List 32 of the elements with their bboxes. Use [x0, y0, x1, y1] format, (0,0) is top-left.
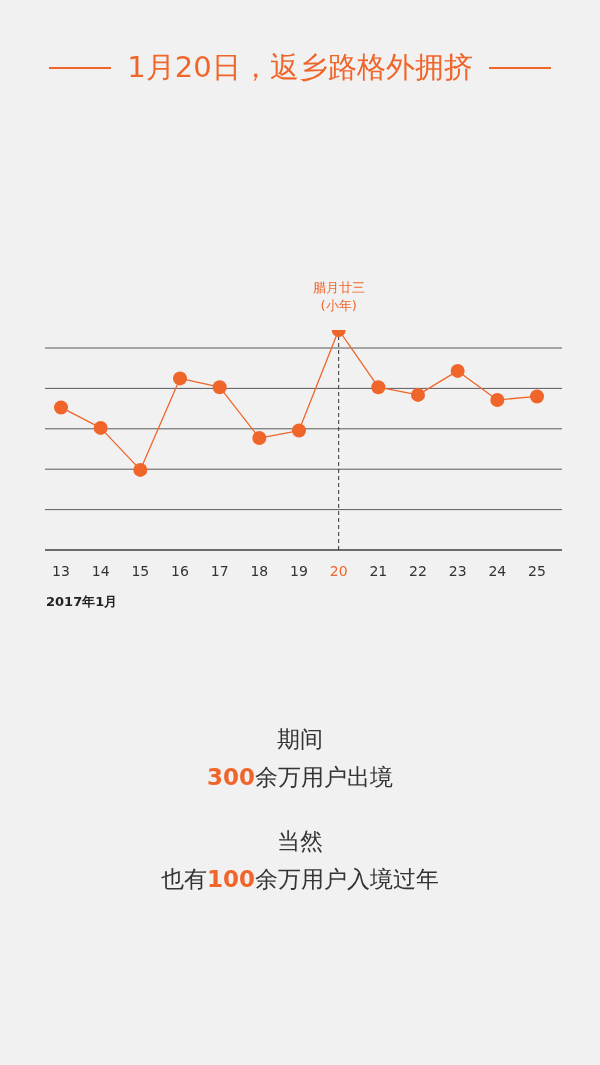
x-tick-label: 20	[329, 563, 348, 579]
point	[530, 389, 544, 404]
ref-line-label: 腊月廿三 (小年)	[312, 280, 365, 313]
text: 300余万用户出境	[206, 764, 393, 790]
x-tick-label: 19	[290, 563, 308, 579]
x-axis-title: 2017年1月	[46, 593, 118, 611]
point	[411, 387, 425, 402]
point	[93, 420, 108, 435]
text: 当然	[277, 828, 323, 854]
point	[490, 392, 505, 407]
x-tick-label: 22	[409, 563, 427, 579]
point	[133, 462, 148, 477]
x-tick-label: 16	[171, 563, 189, 579]
x-tick-label: 24	[488, 563, 507, 579]
point	[292, 423, 306, 438]
point	[252, 431, 267, 446]
point	[450, 363, 465, 378]
x-tick-label: 23	[448, 563, 467, 579]
chart-title: 1月20日，返乡路格外拥挤	[127, 49, 473, 86]
x-tick-label: 25	[528, 563, 546, 579]
point	[173, 371, 187, 386]
text: 也有100余万用户入境过年	[160, 866, 439, 892]
text: 期间	[277, 726, 323, 752]
x-tick-label: 18	[250, 563, 269, 579]
x-tick-label: 17	[210, 563, 229, 579]
x-tick-label: 14	[91, 563, 110, 579]
point	[371, 380, 386, 395]
x-tick-label: 13	[52, 563, 70, 579]
point	[54, 400, 68, 415]
x-tick-label: 15	[131, 563, 150, 579]
x-tick-label: 21	[369, 563, 388, 579]
point	[212, 380, 227, 395]
